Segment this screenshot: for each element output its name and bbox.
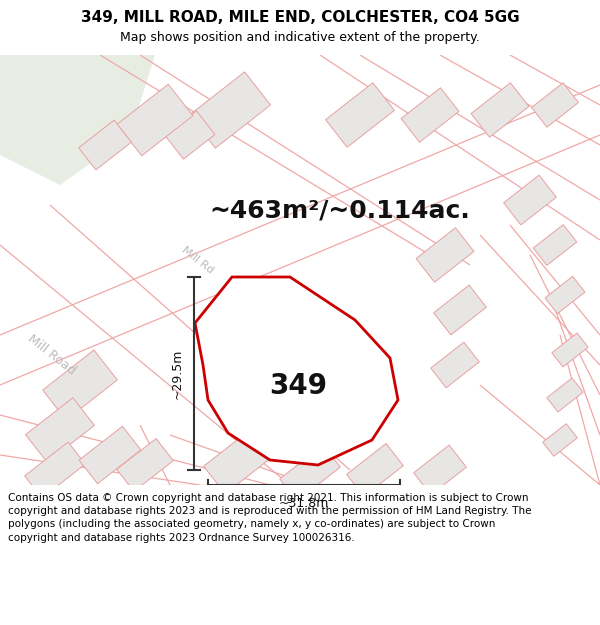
Polygon shape xyxy=(43,350,118,420)
Polygon shape xyxy=(190,72,271,148)
Polygon shape xyxy=(547,378,583,412)
Polygon shape xyxy=(533,224,577,266)
Polygon shape xyxy=(79,426,141,484)
Polygon shape xyxy=(79,120,131,170)
Polygon shape xyxy=(532,83,578,127)
Text: Mill Rd: Mill Rd xyxy=(180,244,216,276)
Polygon shape xyxy=(0,55,155,185)
Polygon shape xyxy=(25,442,85,498)
Polygon shape xyxy=(326,82,394,148)
Polygon shape xyxy=(195,277,398,465)
Polygon shape xyxy=(117,84,193,156)
Text: ~29.5m: ~29.5m xyxy=(171,348,184,399)
Polygon shape xyxy=(434,285,487,335)
Polygon shape xyxy=(165,111,215,159)
Polygon shape xyxy=(116,439,173,491)
Text: 349, MILL ROAD, MILE END, COLCHESTER, CO4 5GG: 349, MILL ROAD, MILE END, COLCHESTER, CO… xyxy=(80,9,520,24)
Text: 349: 349 xyxy=(269,372,327,401)
Polygon shape xyxy=(401,88,459,142)
Text: ~31.8m: ~31.8m xyxy=(279,497,329,510)
Polygon shape xyxy=(542,424,577,456)
Polygon shape xyxy=(552,333,588,367)
Text: Mill Road: Mill Road xyxy=(26,332,79,378)
Text: ~463m²/~0.114ac.: ~463m²/~0.114ac. xyxy=(209,198,470,222)
Polygon shape xyxy=(416,228,474,282)
Polygon shape xyxy=(413,445,466,495)
Polygon shape xyxy=(280,445,340,501)
Polygon shape xyxy=(503,175,556,225)
Polygon shape xyxy=(26,398,94,462)
Text: Map shows position and indicative extent of the property.: Map shows position and indicative extent… xyxy=(120,31,480,44)
Polygon shape xyxy=(347,444,403,496)
Polygon shape xyxy=(545,276,585,314)
Text: Contains OS data © Crown copyright and database right 2021. This information is : Contains OS data © Crown copyright and d… xyxy=(8,493,532,542)
Polygon shape xyxy=(203,426,277,494)
Polygon shape xyxy=(259,340,352,430)
Polygon shape xyxy=(471,82,529,138)
Polygon shape xyxy=(431,342,479,388)
